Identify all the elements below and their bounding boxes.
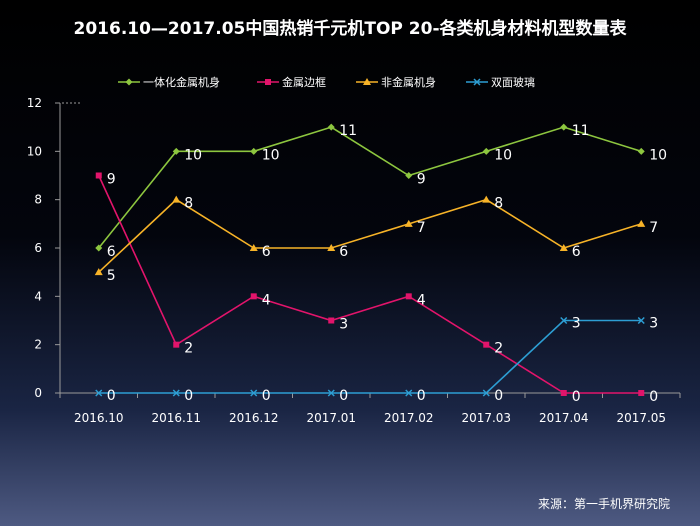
data-point-2 — [560, 390, 567, 396]
y-tick-label: 10 — [27, 144, 42, 158]
data-point-4 — [637, 316, 645, 325]
data-label-3: 6 — [572, 244, 581, 260]
x-tick-label: 2017.05 — [616, 411, 666, 425]
data-label-3: 8 — [184, 196, 193, 212]
series-line-1 — [98, 126, 642, 249]
data-point-4 — [95, 389, 103, 397]
data-point-2 — [483, 341, 490, 348]
data-label-4: 0 — [417, 388, 426, 404]
chart-title: 2016.10—2017.05中国热销千元机TOP 20-各类机身材料机型数量表 — [73, 19, 627, 39]
data-label-4: 0 — [262, 388, 271, 404]
data-label-1: 11 — [339, 123, 357, 139]
data-point-4 — [327, 389, 335, 397]
data-point-2 — [250, 293, 257, 300]
data-label-1: 10 — [262, 147, 280, 163]
legend-marker-3 — [363, 78, 371, 85]
data-point-3 — [172, 195, 181, 203]
legend-label-4: 双面玻璃 — [491, 75, 535, 89]
data-label-3: 7 — [417, 220, 426, 236]
data-point-3 — [637, 219, 646, 227]
data-label-1: 10 — [649, 147, 667, 163]
y-tick-label: 0 — [34, 386, 42, 400]
data-label-1: 10 — [184, 147, 202, 163]
data-label-2: 2 — [494, 341, 503, 357]
data-point-4 — [482, 389, 490, 397]
data-label-2: 0 — [572, 389, 581, 405]
data-point-1 — [405, 172, 413, 179]
legend-marker-4 — [473, 78, 481, 86]
data-point-1 — [560, 123, 568, 131]
y-tick-label: 2 — [34, 338, 42, 352]
x-tick-label: 2017.03 — [461, 411, 511, 425]
legend-label-2: 金属边框 — [282, 75, 326, 89]
data-point-2 — [638, 390, 645, 396]
data-label-1: 10 — [494, 147, 512, 163]
data-point-2 — [328, 317, 335, 324]
data-point-1 — [327, 123, 335, 131]
data-point-2 — [95, 172, 102, 179]
data-point-2 — [405, 293, 412, 300]
data-label-2: 2 — [184, 341, 193, 357]
x-tick-label: 2016.12 — [229, 411, 279, 425]
data-label-4: 0 — [184, 388, 193, 404]
legend-marker-1 — [125, 78, 133, 86]
data-point-4 — [405, 389, 413, 397]
data-label-2: 9 — [107, 172, 116, 188]
data-point-1 — [482, 147, 490, 155]
data-point-4 — [172, 389, 180, 397]
legend-marker-2 — [265, 79, 271, 85]
y-tick-label: 12 — [27, 96, 42, 110]
x-tick-label: 2017.01 — [306, 411, 356, 425]
data-label-1: 6 — [107, 244, 116, 260]
data-point-3 — [482, 195, 491, 203]
data-label-2: 4 — [417, 292, 426, 308]
x-tick-label: 2017.04 — [539, 411, 589, 425]
data-point-4 — [560, 316, 568, 325]
data-point-3 — [94, 268, 103, 276]
legend-label-3: 非金属机身 — [381, 75, 436, 89]
data-point-1 — [637, 147, 645, 155]
x-tick-label: 2016.10 — [74, 411, 124, 425]
data-point-1 — [95, 244, 103, 252]
source-note: 来源：第一手机界研究院 — [537, 497, 670, 511]
data-label-2: 3 — [339, 317, 348, 333]
data-label-4: 0 — [494, 388, 503, 404]
data-point-2 — [173, 341, 180, 348]
data-point-3 — [249, 244, 258, 251]
x-tick-label: 2017.02 — [384, 411, 434, 425]
y-tick-label: 6 — [34, 241, 42, 255]
data-point-3 — [404, 219, 413, 227]
data-label-4: 0 — [107, 388, 116, 404]
data-point-3 — [559, 244, 568, 251]
data-label-4: 3 — [572, 316, 581, 332]
data-point-3 — [327, 244, 336, 251]
data-label-4: 3 — [649, 316, 658, 332]
data-label-2: 0 — [649, 389, 658, 405]
data-label-3: 6 — [339, 244, 348, 260]
data-point-4 — [250, 389, 258, 397]
data-label-1: 9 — [417, 172, 426, 188]
legend-label-1: 一体化金属机身 — [143, 75, 220, 89]
data-label-3: 5 — [107, 268, 116, 284]
y-tick-label: 8 — [34, 193, 42, 207]
data-label-4: 0 — [339, 388, 348, 404]
data-label-1: 11 — [572, 123, 590, 139]
x-tick-label: 2016.11 — [151, 411, 201, 425]
series-line-3 — [98, 198, 642, 273]
y-tick-label: 4 — [34, 289, 42, 303]
data-label-3: 7 — [649, 220, 658, 236]
series-line-4 — [98, 319, 642, 394]
series-line-2 — [98, 175, 642, 394]
data-label-3: 6 — [262, 244, 271, 260]
data-point-1 — [172, 147, 180, 155]
data-label-3: 8 — [494, 196, 503, 212]
data-label-2: 4 — [262, 292, 271, 308]
data-point-1 — [250, 147, 258, 155]
